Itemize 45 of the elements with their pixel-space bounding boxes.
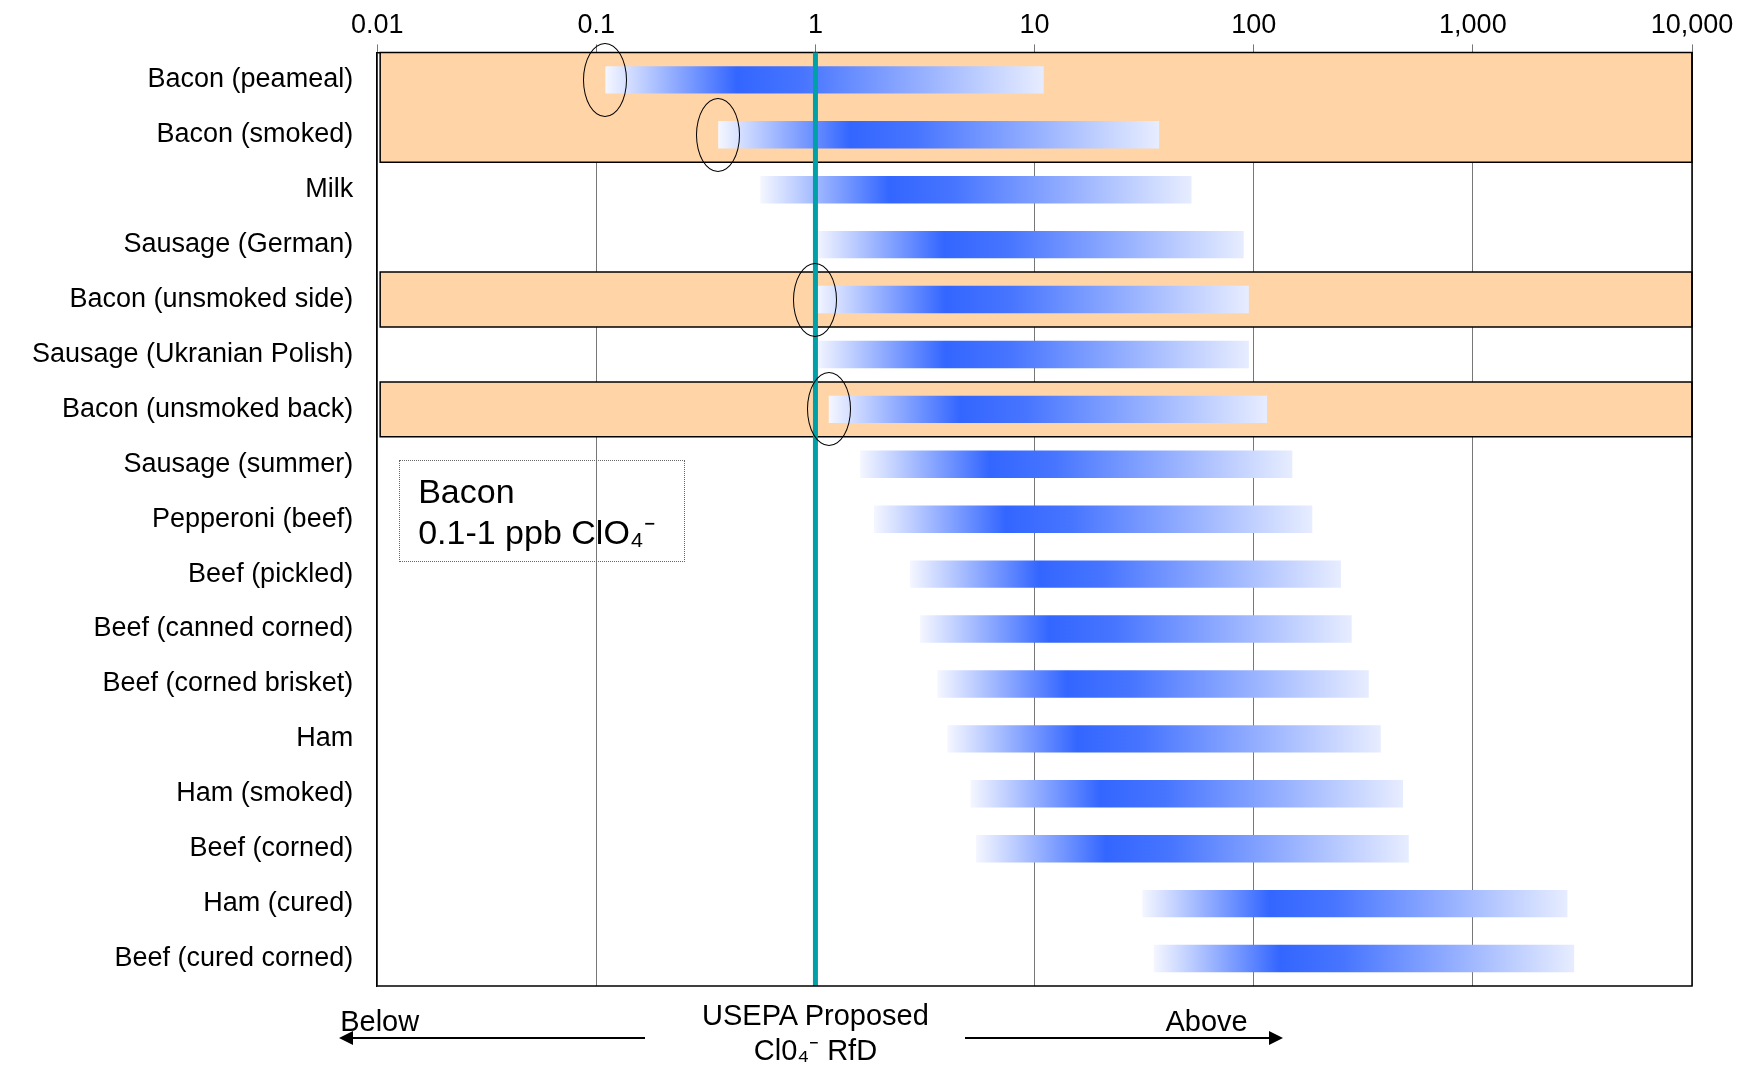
y-tick-label: Beef (canned corned) bbox=[93, 612, 354, 643]
y-tick-label: Beef (corned brisket) bbox=[102, 667, 354, 698]
y-tick-label: Bacon (unsmoked side) bbox=[69, 282, 354, 313]
x-tick-label: 0.1 bbox=[577, 8, 616, 39]
text: Below bbox=[340, 1004, 420, 1039]
x-tick-label: 0.01 bbox=[350, 8, 404, 39]
bar bbox=[815, 230, 1244, 259]
x-tick-label: 10 bbox=[1019, 8, 1050, 39]
y-tick-label: Ham bbox=[296, 722, 354, 753]
y-tick-label: Sausage (Ukranian Polish) bbox=[31, 337, 354, 368]
annotation: Bacon 0.1-1 ppb ClO₄⁻ bbox=[399, 460, 686, 562]
bar bbox=[815, 285, 1249, 314]
bar bbox=[1153, 944, 1575, 973]
bar bbox=[1142, 889, 1568, 918]
bar bbox=[860, 450, 1293, 479]
y-tick-label: Ham (smoked) bbox=[176, 777, 354, 808]
bar bbox=[909, 560, 1341, 588]
text: Above bbox=[1165, 1004, 1248, 1039]
bar bbox=[970, 780, 1404, 808]
bar bbox=[605, 66, 1044, 94]
bar bbox=[873, 505, 1313, 533]
bar bbox=[815, 340, 1249, 369]
ref-line-label: USEPA Proposed Cl0₄⁻ RfD bbox=[701, 998, 930, 1068]
y-tick-label: Bacon (unsmoked back) bbox=[62, 392, 354, 423]
bar bbox=[937, 670, 1369, 698]
y-tick-label: Sausage (German) bbox=[123, 228, 354, 259]
x-tick-label: 10,000 bbox=[1650, 8, 1734, 39]
bar bbox=[760, 175, 1192, 204]
y-tick-label: Beef (pickled) bbox=[188, 557, 354, 588]
y-tick-label: Beef (corned) bbox=[189, 832, 354, 863]
y-tick-label: Bacon (peameal) bbox=[147, 63, 354, 94]
x-tick-label: 100 bbox=[1231, 8, 1277, 39]
x-tick-label: 1 bbox=[807, 8, 823, 39]
bar bbox=[718, 121, 1160, 149]
bar bbox=[920, 615, 1352, 643]
y-tick-label: Ham (cured) bbox=[203, 887, 354, 918]
y-tick-label: Beef (cured corned) bbox=[114, 941, 354, 972]
y-tick-label: Sausage (summer) bbox=[123, 447, 354, 478]
bar bbox=[947, 725, 1381, 753]
bar bbox=[828, 395, 1268, 424]
y-tick-label: Pepperoni (beef) bbox=[152, 502, 354, 533]
x-tick-label: 1,000 bbox=[1439, 8, 1507, 39]
y-tick-label: Milk bbox=[305, 173, 354, 204]
bar bbox=[975, 834, 1409, 863]
y-tick-label: Bacon (smoked) bbox=[156, 118, 354, 149]
